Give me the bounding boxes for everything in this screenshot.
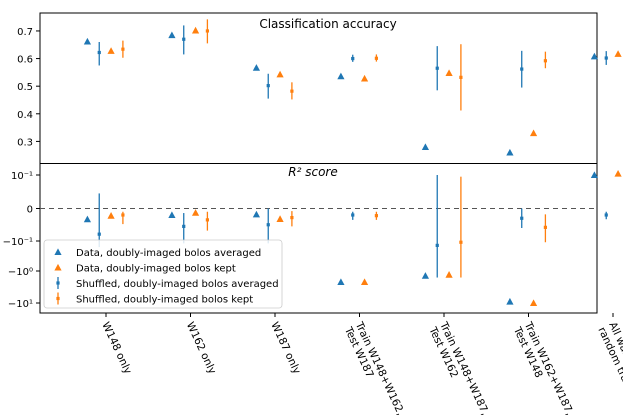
top-triangle-point — [191, 26, 200, 34]
legend-label: Shuffled, doubly-imaged bolos averaged — [76, 279, 279, 290]
bottom-error-center — [121, 213, 125, 217]
legend-label: Data, doubly-imaged bolos averaged — [76, 248, 261, 259]
x-tick-labels: W148 only W162 only W187 only Train W148+W1… — [99, 313, 623, 415]
x-tick-label-line: W162 only — [184, 320, 219, 376]
top-error-center — [435, 66, 439, 70]
top-triangle-point — [276, 70, 284, 78]
x-tick-label: Train W148+W187,Test W162 — [426, 319, 491, 415]
bottom-error-center — [205, 218, 209, 222]
bottom-triangle-point — [614, 170, 622, 177]
x-tick-label: W162 only — [184, 320, 219, 376]
bottom-triangle-point — [191, 209, 200, 216]
bottom-ytick-label: −10⁻¹ — [3, 237, 33, 248]
x-tick-label: W148 only — [99, 320, 134, 376]
bottom-triangle-point — [506, 297, 514, 305]
legend-marker-triangle — [54, 248, 62, 256]
bottom-error-center — [97, 232, 101, 236]
legend-label: Shuffled, doubly-imaged bolos kept — [76, 295, 253, 306]
bottom-panel-marks: 10⁻¹ 0 −10⁻¹ −10⁰ −10¹ — [3, 170, 622, 310]
top-triangle-point — [360, 74, 369, 82]
top-ytick-label: 0.3 — [17, 137, 33, 148]
top-ytick-label: 0.6 — [17, 55, 33, 66]
x-tick-label: Train W148+W162,Test W187 — [341, 319, 406, 415]
bottom-error-center — [543, 225, 547, 229]
bottom-triangle-point — [360, 278, 369, 286]
top-panel-title: Classification accuracy — [259, 17, 396, 31]
top-triangle-point — [529, 129, 538, 137]
bottom-triangle-point — [276, 215, 284, 222]
top-error-center — [543, 59, 547, 63]
bottom-panel-frame — [39, 163, 598, 314]
top-triangle-point — [421, 143, 430, 150]
top-triangle-point — [168, 31, 176, 39]
top-triangle-point — [506, 148, 514, 156]
x-tick-label-line: W148 only — [99, 320, 134, 376]
x-tick-label: Train W162+W187,Test W148 — [510, 319, 575, 415]
top-error-center — [374, 56, 378, 60]
top-ytick-label: 0.7 — [17, 27, 33, 38]
legend-marker-triangle — [54, 263, 62, 271]
legend-entries: Data, doubly-imaged bolos averaged Data, … — [54, 248, 279, 306]
top-triangle-point — [83, 37, 92, 45]
x-tick-label: W187 only — [268, 320, 303, 376]
bottom-triangle-point — [107, 212, 115, 219]
bottom-triangle-point — [529, 299, 538, 307]
top-triangle-point — [590, 52, 599, 60]
bottom-triangle-point — [337, 278, 345, 286]
top-ytick-label: 0.5 — [17, 82, 33, 93]
top-triangle-point — [252, 64, 261, 71]
bottom-ytick-label: 10⁻¹ — [11, 171, 33, 182]
legend: Data, doubly-imaged bolos averaged Data, … — [43, 239, 283, 309]
top-ytick-label: 0.4 — [17, 110, 33, 121]
legend-marker-center — [56, 296, 60, 301]
bottom-triangle-point — [168, 211, 176, 219]
top-error-center — [290, 89, 294, 93]
bottom-ytick-label: 0 — [27, 205, 33, 216]
bottom-error-center — [266, 223, 270, 227]
bottom-error-center — [374, 214, 378, 218]
top-error-center — [205, 29, 209, 33]
legend-marker-center — [56, 281, 60, 285]
bottom-error-center — [290, 216, 294, 220]
top-triangle-point — [445, 69, 453, 76]
legend-box — [43, 239, 283, 309]
top-error-center — [520, 67, 524, 71]
top-error-center — [351, 56, 355, 61]
top-panel-frame — [39, 12, 598, 164]
top-error-center — [604, 56, 608, 60]
x-tick-label-line: W187 only — [268, 320, 303, 376]
legend-label: Data, doubly-imaged bolos kept — [76, 264, 236, 275]
bottom-ytick-label: −10⁰ — [8, 267, 33, 278]
bottom-error-center — [520, 216, 524, 220]
top-triangle-point — [614, 50, 622, 57]
x-tick-label: All wafers,random train/test — [595, 320, 623, 414]
top-triangle-point — [107, 47, 115, 54]
bottom-error-center — [604, 213, 608, 217]
bottom-error-center — [435, 243, 439, 247]
bottom-error-center — [182, 224, 186, 228]
top-error-center — [266, 84, 270, 88]
top-error-center — [459, 75, 463, 79]
bottom-triangle-point — [421, 272, 430, 279]
bottom-triangle-point — [445, 271, 453, 278]
top-panel-marks: 0.3 0.4 0.5 0.6 0.7 — [17, 19, 622, 156]
bottom-error-center — [459, 240, 463, 244]
top-error-center — [97, 50, 101, 55]
bottom-triangle-point — [83, 215, 92, 223]
top-error-center — [182, 37, 186, 41]
bottom-ytick-label: −10¹ — [8, 299, 33, 310]
top-error-center — [121, 47, 125, 51]
top-triangle-point — [337, 72, 345, 80]
bottom-panel-title: R² score — [288, 165, 337, 179]
bottom-error-center — [351, 213, 355, 217]
bottom-triangle-point — [252, 210, 261, 218]
bottom-triangle-point — [590, 171, 599, 179]
